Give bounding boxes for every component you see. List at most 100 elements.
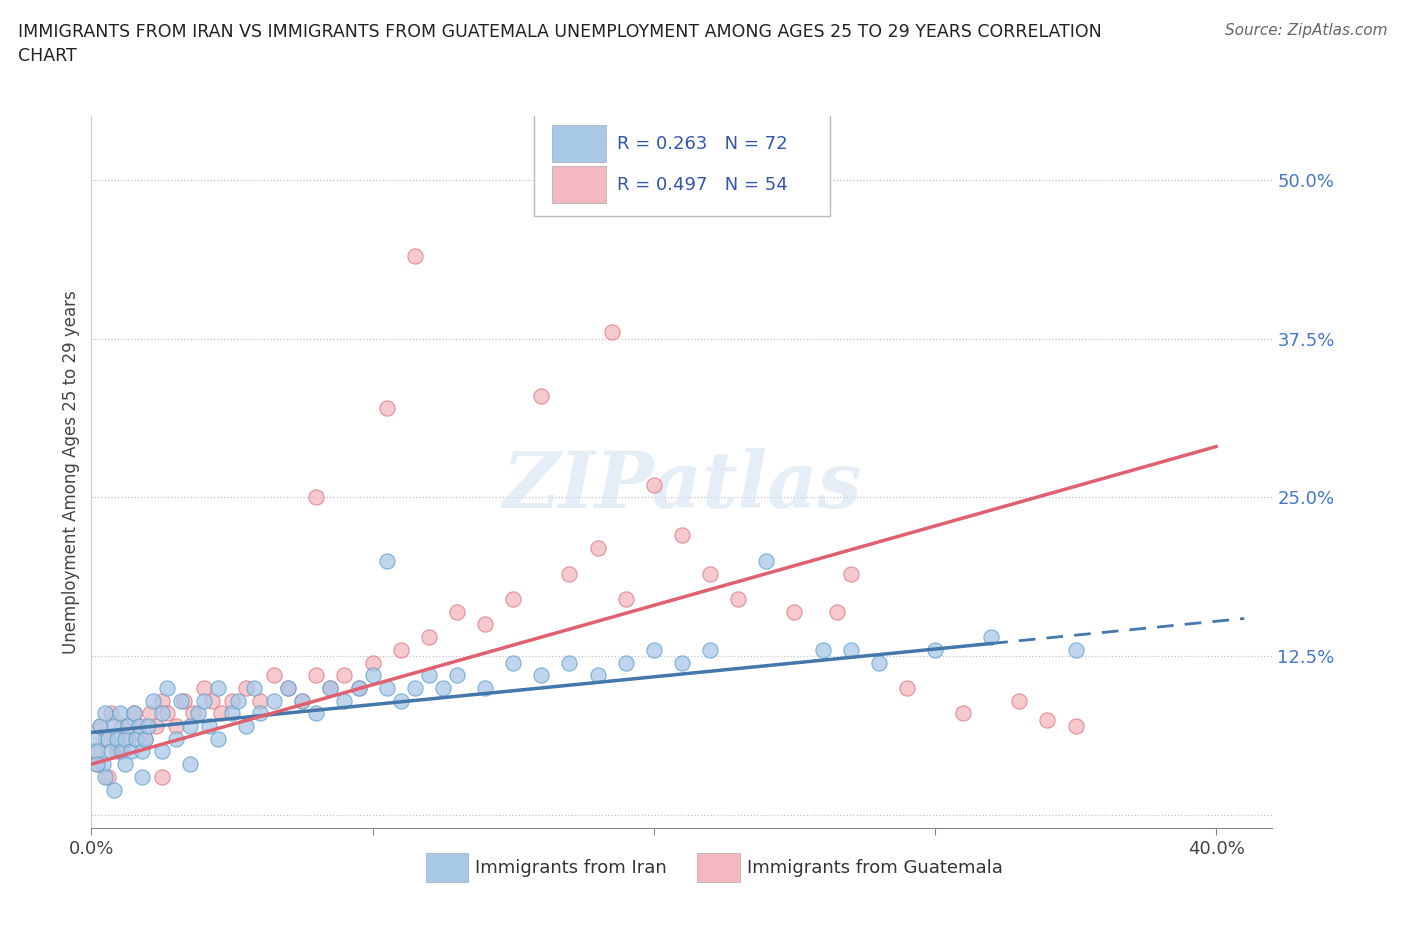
Point (235, 719, 257, 734)
Point (432, 681, 454, 696)
Point (347, 681, 370, 696)
Point (418, 630, 440, 644)
Point (1064, 719, 1087, 734)
Point (139, 706, 162, 721)
Point (614, 591, 637, 606)
Point (207, 731, 229, 746)
Point (179, 757, 201, 772)
Point (614, 655, 637, 670)
Point (319, 681, 342, 696)
Point (825, 604, 848, 619)
Point (136, 719, 159, 734)
Point (193, 693, 215, 708)
Point (187, 706, 209, 721)
Point (150, 744, 173, 759)
Point (150, 769, 173, 784)
Point (134, 731, 156, 746)
Point (108, 706, 131, 721)
Text: IMMIGRANTS FROM IRAN VS IMMIGRANTS FROM GUATEMALA UNEMPLOYMENT AMONG AGES 25 TO : IMMIGRANTS FROM IRAN VS IMMIGRANTS FROM … (18, 23, 1102, 65)
Point (117, 719, 139, 734)
Point (150, 693, 173, 708)
Point (502, 655, 524, 670)
Point (243, 681, 266, 696)
Point (1008, 693, 1031, 708)
Point (103, 782, 125, 797)
Point (361, 655, 384, 670)
FancyBboxPatch shape (553, 126, 606, 163)
Point (94, 706, 117, 721)
Point (134, 731, 156, 746)
Point (114, 731, 136, 746)
Point (114, 757, 136, 772)
Point (100, 744, 122, 759)
Point (699, 643, 721, 658)
Point (404, 248, 426, 263)
FancyBboxPatch shape (534, 113, 830, 216)
Point (305, 706, 328, 721)
Point (105, 744, 128, 759)
Point (156, 681, 179, 696)
Point (305, 668, 328, 683)
FancyBboxPatch shape (553, 166, 606, 203)
Point (221, 706, 243, 721)
Point (89, 719, 111, 734)
Point (207, 681, 229, 696)
Point (86, 757, 108, 772)
Point (446, 604, 468, 619)
Point (319, 681, 342, 696)
Point (173, 693, 195, 708)
Text: Immigrants from Guatemala: Immigrants from Guatemala (747, 858, 1002, 877)
Point (530, 389, 553, 404)
Point (198, 719, 221, 734)
Text: Source: ZipAtlas.com: Source: ZipAtlas.com (1225, 23, 1388, 38)
Point (755, 553, 778, 568)
Point (375, 553, 398, 568)
Point (980, 630, 1002, 644)
Point (924, 643, 946, 658)
Point (263, 693, 285, 708)
Point (558, 566, 581, 581)
Point (103, 719, 125, 734)
Text: R = 0.497   N = 54: R = 0.497 N = 54 (617, 176, 787, 193)
Point (263, 668, 285, 683)
Point (131, 769, 153, 784)
Point (97, 731, 120, 746)
Point (727, 591, 749, 606)
Point (586, 668, 609, 683)
Point (150, 706, 173, 721)
Point (305, 490, 328, 505)
Point (530, 668, 553, 683)
Point (600, 325, 623, 339)
Point (201, 693, 224, 708)
Point (120, 744, 142, 759)
Point (117, 731, 139, 746)
Point (347, 681, 370, 696)
Point (404, 681, 426, 696)
Point (83, 744, 105, 759)
Point (165, 731, 187, 746)
Point (122, 706, 145, 721)
FancyBboxPatch shape (426, 853, 468, 883)
Point (86, 757, 108, 772)
Point (586, 540, 609, 555)
Point (502, 591, 524, 606)
Point (389, 693, 412, 708)
Point (170, 693, 193, 708)
Point (156, 706, 179, 721)
Point (474, 681, 496, 696)
Point (868, 655, 890, 670)
Point (209, 706, 232, 721)
Point (671, 655, 693, 670)
Point (474, 617, 496, 631)
Point (128, 719, 150, 734)
Point (839, 643, 862, 658)
Point (142, 693, 165, 708)
Point (952, 706, 974, 721)
Point (291, 693, 314, 708)
Y-axis label: Unemployment Among Ages 25 to 29 years: Unemployment Among Ages 25 to 29 years (62, 290, 80, 654)
Point (896, 681, 918, 696)
Point (179, 719, 201, 734)
Point (100, 706, 122, 721)
Point (291, 693, 314, 708)
Point (226, 693, 249, 708)
